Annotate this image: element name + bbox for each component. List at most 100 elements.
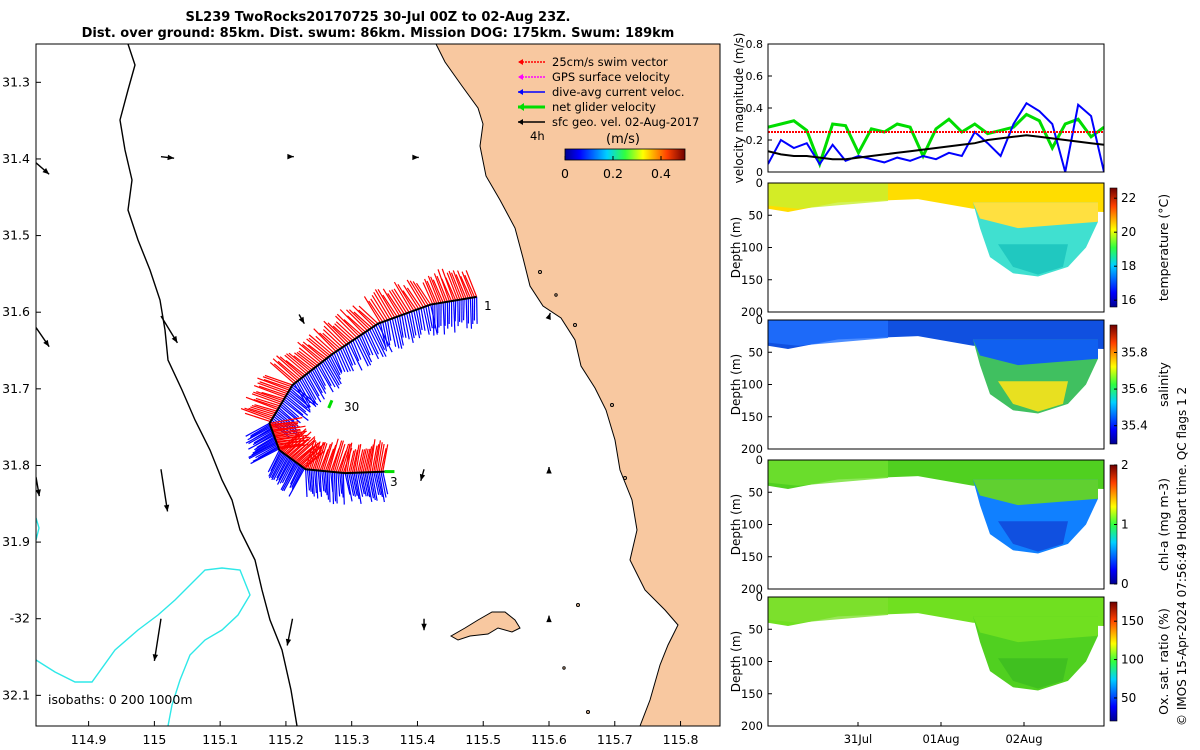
current-vector [310,469,314,494]
legend-item-net: net glider velocity [518,100,656,114]
section-layer-mid [973,339,1098,366]
swim-vector [270,422,299,428]
swim-vector [322,332,341,350]
current-vector [344,472,351,495]
current-vector [321,470,325,492]
current-vector [317,470,321,492]
swim-vector [306,338,329,358]
swim-vector [245,396,279,410]
swim-vector [273,363,297,383]
legend-item-swim: 25cm/s swim vector [518,55,668,69]
swim-vector [344,443,351,474]
swim-vector [269,362,295,385]
swim-vector [376,442,383,472]
swim-vector [306,441,317,470]
section-colorbar [1109,601,1118,722]
current-vector [335,472,338,504]
current-vector [279,459,294,484]
swim-vector [366,446,373,473]
swim-vector [415,282,432,305]
current-vector [311,369,327,394]
depth-tick-label: 0 [756,313,763,327]
swim-vector [293,355,313,371]
lat-tick-label: 31.8 [2,457,30,472]
current-vector [280,462,297,491]
current-vector [299,379,317,408]
section-colorbar [1109,187,1118,308]
title-line-2: Dist. over ground: 85km. Dist. swum: 86k… [82,26,675,41]
swim-vector [375,440,381,473]
swim-vector [323,442,333,472]
current-vector [268,451,283,477]
current-vector [354,338,369,367]
current-vector [287,391,308,409]
lon-tick-label: 115.3 [334,732,370,747]
swim-vector [261,391,285,400]
lon-tick-label: 115.5 [465,732,501,747]
current-vector [245,428,273,444]
geo-arrow [545,312,551,320]
current-vector [315,366,326,387]
depth-tick-label: 0 [756,453,763,467]
current-vector [281,460,295,484]
current-vector [355,472,362,504]
geo-arrow [287,153,294,160]
current-vector [252,439,277,454]
current-vector [300,377,317,404]
swim-vector [347,315,366,333]
current-vector [353,472,360,500]
current-vector [315,470,319,499]
colorbar-tick-label: 1 [1121,518,1129,532]
swim-vector [335,321,356,340]
island [449,611,521,641]
swim-vector [319,332,339,351]
lat-tick-label: 31.4 [2,151,30,166]
current-vector [320,362,336,388]
velocity-y-tick-label: 0.6 [746,70,764,83]
section-field [768,597,1104,691]
swim-vector [332,325,352,343]
depth-tick-label: 100 [741,378,763,392]
current-vector [333,472,337,502]
current-vector [406,313,414,343]
swim-vector [322,329,343,348]
swim-vector [461,271,474,298]
current-vector [351,472,358,496]
colorbar-tick-label: 18 [1121,259,1136,273]
current-vector [394,317,403,349]
current-vector [276,458,292,485]
swim-vector [262,376,292,388]
isobath-1000m [119,44,298,726]
swim-vector [312,445,322,471]
swim-vector [253,391,283,403]
colorbar-tick-label: 20 [1121,225,1136,239]
swim-vector [288,437,312,458]
swim-vector [279,356,304,378]
current-vector [350,341,360,362]
swim-vector [412,281,429,306]
current-vector [283,463,300,492]
current-vector [312,469,315,497]
current-vector [337,472,341,497]
swim-vector [327,322,350,344]
section-field [768,183,1104,277]
current-vector [373,471,380,495]
swim-vector [393,288,410,313]
swim-vector [441,268,455,301]
swim-vector [272,358,299,382]
swim-vector [336,313,360,337]
swim-vector [296,351,317,368]
swim-vector [353,444,360,473]
current-vector [375,324,387,348]
section-layer-core [998,658,1068,689]
current-vector [322,470,327,493]
swim-vector [314,441,324,471]
swim-vector [310,442,321,470]
current-vector [415,309,422,335]
depth-tick-label: 200 [741,442,763,456]
current-vector [410,311,417,336]
current-vector [314,470,318,494]
current-vector [352,340,362,360]
current-vector [391,318,400,349]
swim-vector [382,288,401,317]
